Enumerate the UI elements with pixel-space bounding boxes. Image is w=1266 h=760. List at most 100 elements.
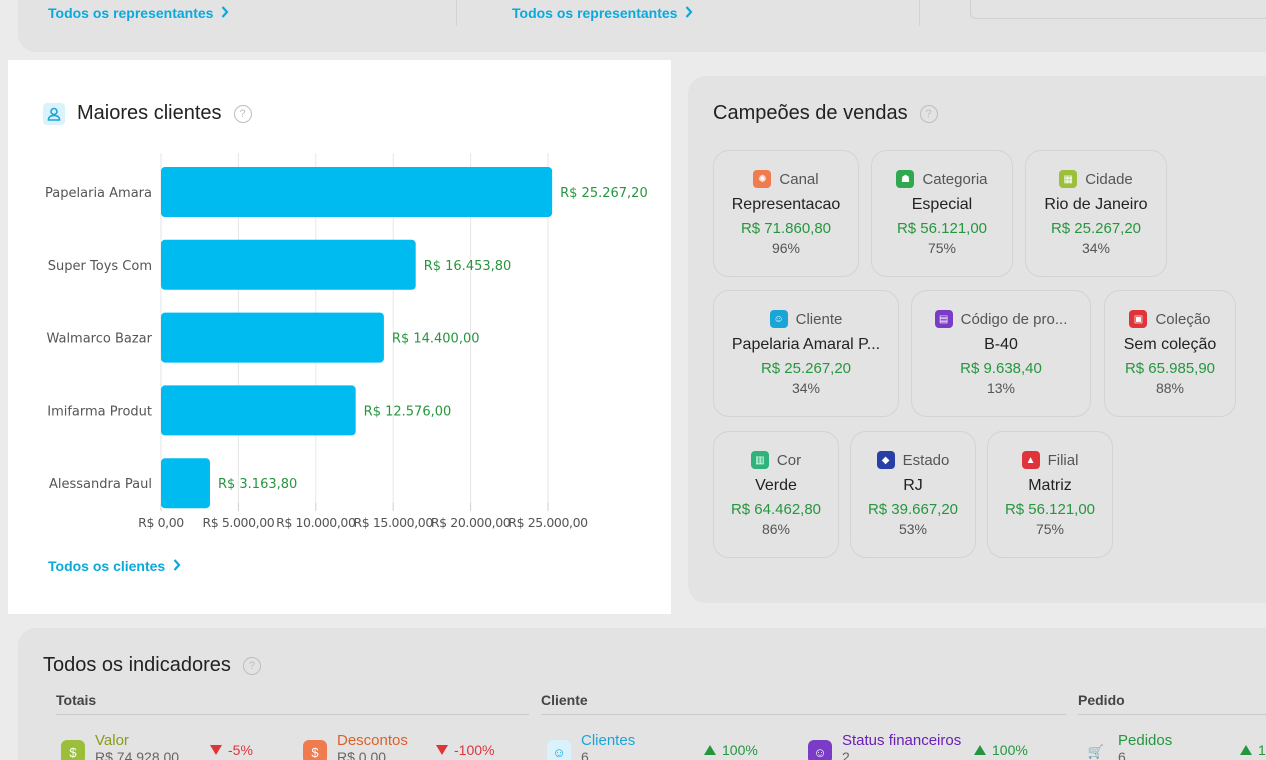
bar xyxy=(161,385,356,436)
indicator-item[interactable]: ☺ Status financeiros 2 xyxy=(808,732,961,760)
x-tick-label: R$ 0,00 xyxy=(138,515,184,530)
indicator-name: Valor xyxy=(95,732,129,749)
state-icon: ◆ xyxy=(876,451,895,469)
champion-tile[interactable]: ☗ Categoria Especial R$ 56.121,00 75% xyxy=(871,150,1013,277)
tile-amount: R$ 25.267,20 xyxy=(760,360,852,377)
tile-amount: R$ 25.267,20 xyxy=(1050,220,1142,237)
category-label: Super Toys Com xyxy=(48,259,152,274)
help-icon[interactable]: ? xyxy=(919,104,938,123)
trend-indicator: -5% xyxy=(210,742,253,758)
tile-percent: 13% xyxy=(986,380,1016,396)
tile-label: Estado xyxy=(902,451,950,469)
indicator-text: Pedidos 6 xyxy=(1118,732,1172,760)
tile-percent: 86% xyxy=(761,521,791,537)
data-label: R$ 14.400,00 xyxy=(392,332,480,347)
tile-amount: R$ 39.667,20 xyxy=(867,501,959,518)
indicadores-card: Todos os indicadores ? Totais Cliente Pe… xyxy=(18,628,1266,760)
x-tick-label: R$ 10.000,00 xyxy=(276,515,356,530)
highlight-frame: Maiores clientes ? R$ 0,00 R$ 5.000,00 R$ … xyxy=(8,60,671,614)
campeoes-card: Campeões de vendas ? ✺ Canal Representac… xyxy=(688,76,1266,603)
tile-label: Cliente xyxy=(795,310,843,328)
tile-header: ▤ Código de pro... xyxy=(912,310,1090,328)
champion-tile[interactable]: ✺ Canal Representacao R$ 71.860,80 96% xyxy=(713,150,859,277)
champion-tile[interactable]: ◆ Estado RJ R$ 39.667,20 53% xyxy=(850,431,976,558)
champion-tile[interactable]: ▲ Filial Matriz R$ 56.121,00 75% xyxy=(987,431,1113,558)
help-icon[interactable]: ? xyxy=(233,104,252,123)
all-representatives-label: Todos os representantes xyxy=(512,5,678,21)
all-representatives-link-2[interactable]: Todos os representantes xyxy=(512,5,693,21)
champion-tile[interactable]: ▤ Código de pro... B-40 R$ 9.638,40 13% xyxy=(911,290,1091,417)
filter-box[interactable] xyxy=(970,0,1266,19)
all-representatives-link-1[interactable]: Todos os representantes xyxy=(48,5,229,21)
section-totais: Totais xyxy=(56,692,97,708)
indicator-item[interactable]: 🛒 Pedidos 6 xyxy=(1084,732,1172,760)
tile-value: Representacao xyxy=(731,196,841,213)
indicator-text: Descontos R$ 0,00 xyxy=(337,732,408,760)
indicator-name: Pedidos xyxy=(1118,732,1173,749)
divider xyxy=(919,0,920,26)
chevron-right-icon xyxy=(173,558,181,574)
indicator-value: R$ 0,00 xyxy=(337,749,387,760)
champion-tile[interactable]: ▣ Coleção Sem coleção R$ 65.985,90 88% xyxy=(1104,290,1236,417)
tile-percent: 53% xyxy=(898,521,928,537)
arrow-up-icon xyxy=(1240,742,1252,758)
color-icon: ▥ xyxy=(750,451,769,469)
card-header: Campeões de vendas ? xyxy=(713,102,938,125)
tile-percent: 34% xyxy=(791,380,821,396)
indicator-item[interactable]: ☺ Clientes 6 xyxy=(547,732,635,760)
trend-value: 1 xyxy=(1258,742,1266,758)
trend-indicator: -100% xyxy=(436,742,494,758)
tile-value: Sem coleção xyxy=(1123,336,1217,353)
x-tick-label: R$ 15.000,00 xyxy=(353,515,433,530)
orders-icon: 🛒 xyxy=(1084,740,1108,760)
x-tick-label: R$ 20.000,00 xyxy=(431,515,511,530)
all-clients-label: Todos os clientes xyxy=(48,558,166,574)
tile-percent: 75% xyxy=(1035,521,1065,537)
maiores-clientes-card: Maiores clientes ? R$ 0,00 R$ 5.000,00 R$ … xyxy=(18,76,662,603)
category-label: Imifarma Produt xyxy=(47,404,152,419)
all-clients-link[interactable]: Todos os clientes xyxy=(48,558,181,574)
tile-percent: 96% xyxy=(771,240,801,256)
tile-header: ✺ Canal xyxy=(714,170,858,188)
trend-indicator: 1 xyxy=(1240,742,1266,758)
champion-tile[interactable]: ▦ Cidade Rio de Janeiro R$ 25.267,20 34% xyxy=(1025,150,1167,277)
tile-value: Matriz xyxy=(1028,477,1072,494)
tile-value: RJ xyxy=(903,477,923,494)
tile-header: ▥ Cor xyxy=(714,451,838,469)
indicator-name: Descontos xyxy=(337,732,408,749)
tile-percent: 75% xyxy=(927,240,957,256)
tile-label: Código de pro... xyxy=(960,310,1068,328)
indicator-item[interactable]: $ Valor R$ 74.928,00 xyxy=(61,732,179,760)
x-tick-label: R$ 5.000,00 xyxy=(202,515,274,530)
card-header: Todos os indicadores ? xyxy=(43,654,261,677)
indicator-name: Clientes xyxy=(581,732,636,749)
dollar-icon: $ xyxy=(61,740,85,760)
trend-indicator: 100% xyxy=(704,742,758,758)
chevron-right-icon xyxy=(221,5,229,21)
section-cliente: Cliente xyxy=(541,692,588,708)
divider xyxy=(56,714,529,715)
bar xyxy=(161,239,416,290)
data-label: R$ 25.267,20 xyxy=(560,186,648,201)
indicator-value: 6 xyxy=(1118,749,1126,760)
help-icon[interactable]: ? xyxy=(242,656,261,675)
card-title: Todos os indicadores xyxy=(43,654,231,676)
tile-header: ☺ Cliente xyxy=(714,310,898,328)
tile-label: Coleção xyxy=(1155,310,1211,328)
indicator-item[interactable]: $ Descontos R$ 0,00 xyxy=(303,732,408,760)
tile-amount: R$ 9.638,40 xyxy=(960,360,1042,377)
category-label: Papelaria Amara xyxy=(45,186,152,201)
tile-value: Papelaria Amaral P... xyxy=(731,336,881,353)
champion-tile[interactable]: ▥ Cor Verde R$ 64.462,80 86% xyxy=(713,431,839,558)
tile-label: Categoria xyxy=(922,170,988,188)
arrow-down-icon xyxy=(210,742,222,758)
indicator-value: R$ 74.928,00 xyxy=(95,749,180,760)
arrow-up-icon xyxy=(704,742,716,758)
champion-tile[interactable]: ☺ Cliente Papelaria Amaral P... R$ 25.26… xyxy=(713,290,899,417)
trend-value: 100% xyxy=(992,742,1028,758)
divider xyxy=(541,714,1066,715)
tile-value: Verde xyxy=(755,477,797,494)
divider xyxy=(456,0,457,26)
category-label: Alessandra Paul xyxy=(49,477,152,492)
tile-amount: R$ 64.462,80 xyxy=(730,501,822,518)
